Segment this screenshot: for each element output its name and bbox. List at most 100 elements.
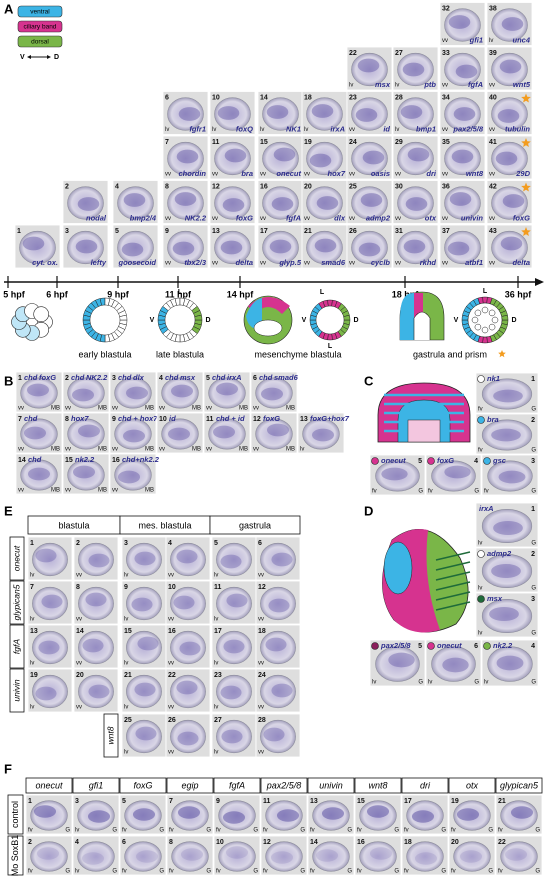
tile-number: 17 [404,798,412,805]
embryo-stain [442,657,469,673]
view-label: fv [484,489,489,495]
gene-label: cyt. ox. [32,258,58,267]
view-label: lv [124,661,128,667]
tile-number: 9 [112,416,116,423]
embryo-stain [315,849,339,862]
gene-label: dlx [334,213,346,222]
panel-letter: F [4,761,12,776]
embryo [167,186,204,220]
embryo [262,97,299,131]
tile-number: 14 [260,94,268,101]
embryo [262,186,299,220]
embryo [117,186,154,220]
view-label: MB [145,406,154,412]
tile-number: 8 [76,584,80,591]
embryo [161,377,199,409]
tile-number: 13 [300,416,308,423]
view-label: G [531,586,536,592]
view-label: MB [145,488,154,494]
embryo-stain [447,241,470,256]
embryo [444,97,481,131]
gene-label: univin [461,213,484,222]
embryo [265,800,303,831]
embryo-stain [75,239,98,254]
embryo [444,141,481,176]
timeline-arrow [535,278,544,286]
embryo [170,630,206,665]
tile-number: 28 [395,94,403,101]
view-label: lv [478,541,482,547]
view-label: vv [349,172,355,178]
embryo [406,841,444,872]
diagram-cell [471,316,479,324]
schematic-stripe [435,561,471,571]
view-label: vv [65,406,71,412]
tile-number: 10 [216,839,224,846]
view-label: lv [484,680,488,686]
embryo [453,841,491,872]
embryo-stain [455,64,478,79]
embryo-stain [176,549,198,564]
gene-label: foxG [39,373,56,382]
view-label: lv [395,127,399,133]
view-label: vv [212,261,218,267]
embryo [302,418,340,450]
column-header: glypican5 [500,780,539,790]
view-label: vv [112,447,118,453]
embryo [397,52,434,87]
view-label: G [65,828,70,834]
gene-label: bra [487,415,499,424]
gene-label: tubulin [505,124,530,133]
embryo [397,141,434,176]
view-label: G [394,869,399,875]
gene-label: NK2.2 [185,213,207,222]
view-label: G [394,828,399,834]
tile-number: 43 [489,228,497,235]
tile-number: 2 [531,417,535,424]
view-label: lv [372,680,376,686]
diagram-cell [474,309,482,317]
tile-number: 12 [212,183,220,190]
schematic-stripe [435,581,471,591]
embryo-stain [22,236,45,251]
embryo-stain [173,595,195,610]
embryo [481,508,533,544]
embryo-stain [271,552,293,567]
view-label: fv [263,869,268,875]
view-label: MB [51,447,60,453]
gene-label: chd [24,373,38,382]
header-box [307,777,355,794]
embryo [491,141,528,176]
view-label: lv [395,83,399,89]
embryo-stain [225,846,249,859]
view-label: vv [65,447,71,453]
embryo-stain [459,850,483,863]
tile-number: 24 [349,139,357,146]
arrow-head [47,55,51,59]
embryo-stain [71,388,95,402]
tile-number: 6 [474,643,478,650]
embryo [444,186,481,220]
view-label: lv [478,586,482,592]
view-label: MB [98,406,107,412]
header-box [495,777,543,794]
view-label: vv [168,705,174,711]
gene-label: foxG [236,213,253,222]
embryo-stain [179,641,201,656]
diagram-cell [491,316,499,324]
view-label: fv [372,489,377,495]
tile-number: 4 [115,183,119,190]
column-header: fgfA [229,780,245,790]
view-label: G [474,680,479,686]
color-key [477,595,485,603]
gene-label: chd [212,373,226,382]
view-label: vv [76,573,82,579]
embryo [78,630,114,665]
view-label: vv [442,261,448,267]
view-label: MB [286,447,295,453]
embryo-stain [495,151,518,166]
view-label: vv [212,216,218,222]
view-label: vv [442,38,448,44]
tile-number: 1 [531,506,535,513]
embryo-stain [132,808,156,821]
